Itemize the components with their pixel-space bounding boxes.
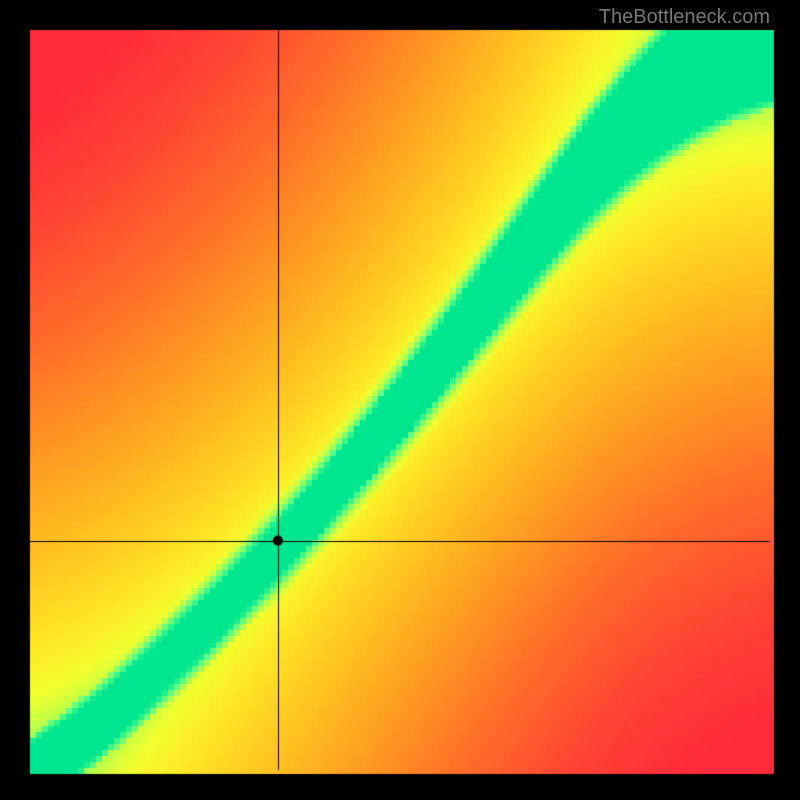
watermark-text: TheBottleneck.com xyxy=(599,6,770,29)
bottleneck-heatmap xyxy=(0,0,800,800)
